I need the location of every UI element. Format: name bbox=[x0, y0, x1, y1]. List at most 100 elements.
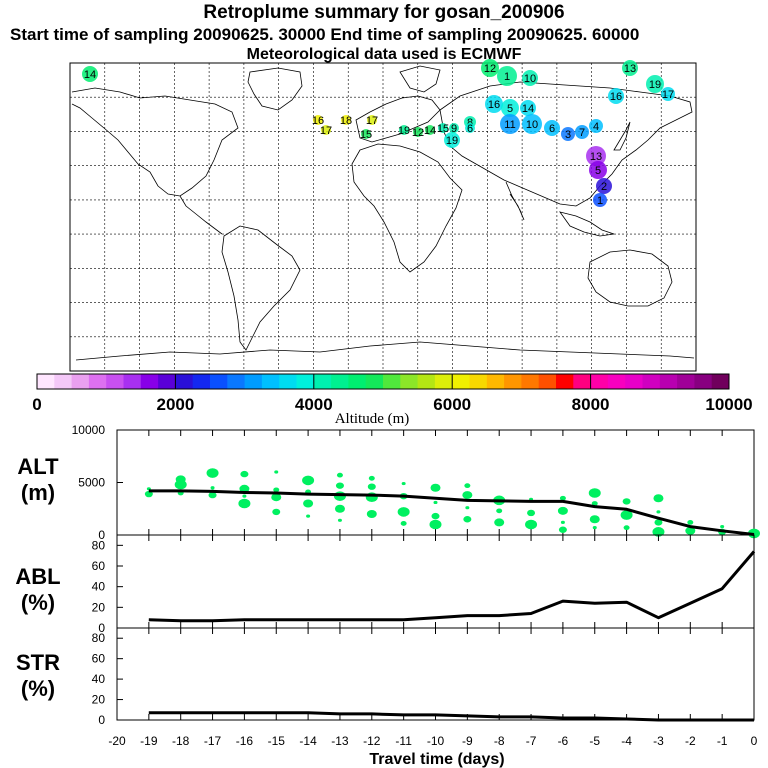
scatter-point bbox=[240, 470, 249, 478]
x-axis-label: Travel time (days) bbox=[369, 751, 504, 768]
plume-marker-label: 15 bbox=[360, 129, 372, 141]
colorbar-cell bbox=[573, 374, 591, 389]
plume-marker bbox=[596, 178, 612, 194]
scatter-point bbox=[429, 519, 442, 530]
x-tick-label: -7 bbox=[526, 734, 537, 748]
plume-marker bbox=[586, 146, 606, 166]
x-tick-label: -20 bbox=[108, 734, 126, 748]
scatter-point bbox=[463, 516, 472, 523]
scatter-point bbox=[366, 510, 377, 518]
plume-marker bbox=[561, 127, 575, 141]
colorbar-tick-label: 8000 bbox=[572, 395, 610, 414]
scatter-point bbox=[557, 506, 568, 515]
plume-marker-label: 17 bbox=[320, 125, 332, 137]
scatter-point bbox=[238, 498, 251, 509]
scatter-point bbox=[431, 512, 440, 520]
plume-marker bbox=[444, 132, 460, 148]
plume-marker-label: 10 bbox=[526, 119, 538, 131]
colorbar-cell bbox=[556, 374, 574, 389]
x-tick-label: -17 bbox=[204, 734, 222, 748]
scatter-point bbox=[306, 514, 311, 518]
plume-marker-label: 1 bbox=[504, 71, 510, 83]
colorbar-cell bbox=[607, 374, 626, 389]
plume-marker-label: 13 bbox=[624, 63, 636, 75]
plume-marker bbox=[361, 129, 371, 139]
y-tick-label: 0 bbox=[98, 713, 105, 727]
scatter-point bbox=[334, 504, 345, 513]
x-tick-label: -5 bbox=[589, 734, 600, 748]
plume-marker-label: 2 bbox=[601, 181, 607, 193]
colorbar-cell bbox=[659, 374, 678, 389]
y-tick-label: 80 bbox=[92, 538, 106, 552]
y-tick-label: 80 bbox=[92, 631, 106, 645]
plume-marker-label: 7 bbox=[579, 127, 585, 139]
colorbar-cell bbox=[452, 374, 470, 389]
scatter-point bbox=[464, 483, 471, 489]
plume-marker-label: 18 bbox=[340, 115, 352, 127]
scatter-point bbox=[525, 519, 538, 530]
scatter-point bbox=[175, 475, 186, 484]
scatter-point bbox=[367, 483, 376, 490]
scatter-point bbox=[337, 518, 342, 522]
x-tick-label: -18 bbox=[172, 734, 190, 748]
colorbar-cell bbox=[365, 374, 384, 389]
x-tick-label: -2 bbox=[685, 734, 696, 748]
plume-marker-label: 16 bbox=[488, 99, 500, 111]
scatter-point bbox=[401, 481, 406, 486]
plume-marker bbox=[622, 60, 638, 76]
colorbar-cell bbox=[538, 374, 557, 389]
scatter-point bbox=[239, 484, 250, 493]
x-tick-label: -8 bbox=[494, 734, 505, 748]
plume-marker-label: 19 bbox=[649, 79, 661, 91]
colorbar-cell bbox=[71, 374, 90, 389]
scatter-point bbox=[654, 519, 663, 526]
scatter-point bbox=[400, 521, 407, 526]
scatter-point bbox=[433, 500, 438, 505]
scatter-point bbox=[720, 525, 725, 529]
colorbar-cell bbox=[175, 374, 194, 389]
plume-marker-label: 3 bbox=[565, 129, 571, 141]
colorbar-cell bbox=[54, 374, 72, 389]
scatter-point bbox=[591, 501, 598, 506]
plume-markers: 1412110131917161651411106374198691514191… bbox=[82, 59, 675, 207]
series-line bbox=[148, 550, 756, 623]
plume-marker-label: 14 bbox=[84, 69, 96, 81]
plume-marker bbox=[589, 119, 603, 133]
scatter-point bbox=[592, 526, 597, 530]
x-tick-label: -1 bbox=[717, 734, 728, 748]
panel-alt: ALT(m) 0 5000 10000 bbox=[17, 423, 760, 542]
plume-marker-label: 11 bbox=[504, 119, 515, 131]
y-tick-label: 60 bbox=[92, 652, 106, 666]
x-tick-label: -4 bbox=[621, 734, 632, 748]
y-tick-label: 10000 bbox=[72, 423, 106, 437]
plume-marker-label: 15 bbox=[437, 123, 449, 135]
scatter-point bbox=[494, 518, 505, 527]
scatter-point bbox=[430, 483, 441, 492]
plume-marker-label: 10 bbox=[524, 73, 536, 85]
colorbar-cell bbox=[348, 374, 367, 389]
colorbar-cell bbox=[521, 374, 540, 389]
scatter-point bbox=[652, 527, 665, 537]
colorbar-cell bbox=[486, 374, 505, 389]
scatter-point bbox=[620, 510, 633, 520]
plume-marker bbox=[520, 100, 536, 116]
colorbar-cell bbox=[140, 374, 159, 389]
colorbar-tick-label: 6000 bbox=[433, 395, 471, 414]
plume-marker-label: 13 bbox=[590, 151, 602, 163]
colorbar-cell bbox=[590, 374, 609, 389]
scatter-point bbox=[560, 520, 565, 525]
scatter-point bbox=[336, 472, 343, 478]
y-tick-label: 0 bbox=[98, 528, 105, 542]
scatter-point bbox=[558, 526, 567, 533]
plume-marker-label: 5 bbox=[595, 165, 601, 177]
colorbar-cell bbox=[504, 374, 522, 389]
scatter-point bbox=[210, 486, 215, 490]
plume-marker-label: 6 bbox=[467, 123, 473, 135]
panel-abl: ABL(%) 0 20 40 60 80 bbox=[15, 534, 756, 635]
colorbar-cell bbox=[123, 374, 142, 389]
x-tick-label: 0 bbox=[751, 734, 758, 748]
scatter-point bbox=[559, 495, 566, 501]
panel-ylabel: ALT bbox=[17, 454, 59, 479]
plume-marker bbox=[646, 75, 664, 93]
colorbar-cell bbox=[331, 374, 349, 389]
